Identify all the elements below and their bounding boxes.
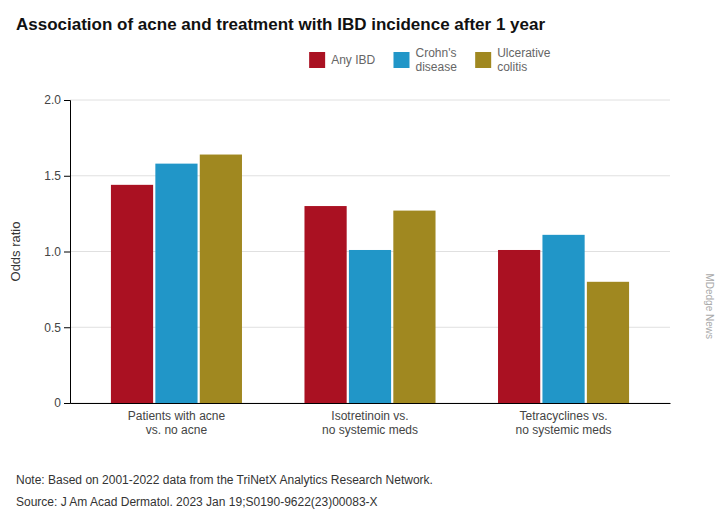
y-tick-mark	[64, 176, 70, 177]
legend-label: Crohn'sdisease	[415, 46, 457, 74]
text-line: Any IBD	[331, 53, 375, 67]
legend: Any IBD Crohn'sdisease Ulcerativecolitis	[309, 46, 551, 74]
text-line: Ulcerative	[497, 46, 551, 60]
y-tick-mark	[64, 252, 70, 253]
y-tick: 0	[54, 396, 70, 410]
bar-series	[200, 155, 629, 403]
y-tick: 2.0	[44, 93, 70, 107]
x-axis-line	[71, 403, 671, 404]
bar	[200, 155, 242, 403]
x-tick-label: Patients with acnevs. no acne	[128, 409, 226, 437]
text-line: Tetracyclines vs.	[520, 409, 608, 423]
y-tick-label: 0	[54, 396, 61, 410]
text-line: disease	[415, 60, 457, 74]
watermark: MDedge News	[704, 273, 715, 339]
y-tick-mark	[64, 327, 70, 328]
bar	[155, 164, 197, 403]
y-axis: 0 0.5 1.0 1.5 2.0	[44, 93, 70, 410]
y-tick-label: 0.5	[44, 321, 61, 335]
bar	[349, 250, 391, 403]
text-line: colitis	[497, 60, 527, 74]
bars	[111, 155, 629, 403]
bar	[542, 235, 584, 403]
y-tick-mark	[64, 403, 70, 404]
x-axis: Patients with acnevs. no acne Isotretinoi…	[71, 404, 671, 437]
plot-area: 0 0.5 1.0 1.5 2.0 Patients with acnevs. no ac…	[44, 93, 670, 437]
x-tick: Isotretinoin vs.no systemic meds	[322, 409, 418, 437]
y-tick: 0.5	[44, 321, 70, 335]
x-tick-label: Tetracyclines vs.no systemic meds	[516, 409, 612, 437]
text-line: no systemic meds	[516, 423, 612, 437]
legend-swatch	[309, 52, 325, 68]
x-tick-label: Isotretinoin vs.no systemic meds	[322, 409, 418, 437]
legend-label: Any IBD	[331, 53, 375, 67]
x-tick: Patients with acnevs. no acne	[128, 409, 226, 437]
bar	[393, 211, 435, 403]
legend-label: Ulcerativecolitis	[497, 46, 551, 74]
chart: Association of acne and treatment with I…	[0, 0, 720, 528]
bar	[304, 206, 346, 403]
text-line: Patients with acne	[128, 409, 226, 423]
bar	[498, 250, 540, 403]
legend-swatch	[393, 52, 409, 68]
legend-item: Any IBD	[309, 52, 375, 68]
source: Source: J Am Acad Dermatol. 2023 Jan 19;…	[16, 495, 378, 509]
grid	[70, 100, 670, 403]
grid-line	[70, 100, 670, 101]
legend-item: Ulcerativecolitis	[475, 46, 551, 74]
y-tick-mark	[64, 100, 70, 101]
y-axis-title: Odds ratio	[8, 222, 23, 282]
note: Note: Based on 2001-2022 data from the T…	[16, 473, 433, 487]
text-line: no systemic meds	[322, 423, 418, 437]
text-line: Crohn's	[415, 46, 456, 60]
bar	[587, 282, 629, 403]
bar	[111, 185, 153, 403]
y-axis-line	[64, 101, 71, 404]
text-line: vs. no acne	[146, 423, 208, 437]
y-tick: 1.0	[44, 245, 70, 259]
y-tick-label: 1.5	[44, 169, 61, 183]
y-tick-label: 1.0	[44, 245, 61, 259]
title: Association of acne and treatment with I…	[16, 15, 545, 34]
text-line: Isotretinoin vs.	[331, 409, 408, 423]
y-tick-label: 2.0	[44, 93, 61, 107]
legend-item: Crohn'sdisease	[393, 46, 457, 74]
x-tick: Tetracyclines vs.no systemic meds	[516, 409, 612, 437]
legend-swatch	[475, 52, 491, 68]
y-tick: 1.5	[44, 169, 70, 183]
